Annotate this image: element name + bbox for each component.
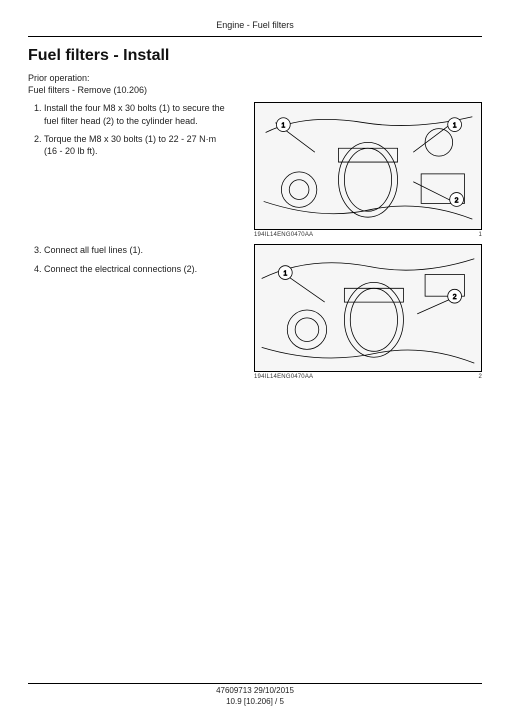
step-2-2: Connect the electrical connections (2). — [44, 263, 228, 275]
footer-docid: 47609713 29/10/2015 — [28, 686, 482, 696]
figure-2-seq: 2 — [478, 374, 482, 380]
figure-2: 1 2 — [254, 244, 482, 372]
figure-2-caption: 194IL14ENG0470AA 2 — [254, 372, 482, 380]
fig2-callout-1: 1 — [283, 271, 287, 278]
figure-1-caption: 194IL14ENG0470AA 1 — [254, 230, 482, 238]
fig1-callout-1: 1 — [281, 123, 285, 130]
header-rule — [28, 36, 482, 37]
prior-label: Prior operation: — [28, 73, 90, 83]
fig1-callout-2: 1 — [453, 123, 457, 130]
figure-2-code: 194IL14ENG0470AA — [254, 374, 313, 380]
figure-1-diagram: 1 1 2 — [255, 103, 481, 229]
footer-rule — [28, 683, 482, 684]
fig1-callout-3: 2 — [455, 198, 459, 205]
prior-ref: Fuel filters - Remove (10.206) — [28, 85, 147, 95]
figure-2-diagram: 1 2 — [255, 245, 481, 371]
figure-1-seq: 1 — [478, 232, 482, 238]
step-2-1: Connect all fuel lines (1). — [44, 244, 228, 256]
figure-1: 1 1 2 — [254, 102, 482, 230]
figure-2-wrap: 1 2 194IL14ENG0470AA 2 — [236, 244, 482, 380]
figure-1-wrap: 1 1 2 194IL14ENG0470AA 1 — [236, 102, 482, 238]
steps-1: Install the four M8 x 30 bolts (1) to se… — [28, 102, 228, 163]
step-1-1: Install the four M8 x 30 bolts (1) to se… — [44, 102, 228, 126]
step-1-2: Torque the M8 x 30 bolts (1) to 22 - 27 … — [44, 133, 228, 157]
instruction-block-2: Connect all fuel lines (1). Connect the … — [28, 244, 482, 380]
page: Engine - Fuel filters Fuel filters - Ins… — [0, 0, 510, 721]
steps-2: Connect all fuel lines (1). Connect the … — [28, 244, 228, 280]
page-footer: 47609713 29/10/2015 10.9 [10.206] / 5 — [28, 683, 482, 707]
page-title: Fuel filters - Install — [28, 47, 482, 65]
instruction-block-1: Install the four M8 x 30 bolts (1) to se… — [28, 102, 482, 238]
footer-pageref: 10.9 [10.206] / 5 — [28, 697, 482, 707]
page-header: Engine - Fuel filters — [28, 20, 482, 36]
figure-1-code: 194IL14ENG0470AA — [254, 232, 313, 238]
fig2-callout-2: 2 — [453, 295, 457, 302]
prior-operation: Prior operation: Fuel filters - Remove (… — [28, 73, 482, 96]
